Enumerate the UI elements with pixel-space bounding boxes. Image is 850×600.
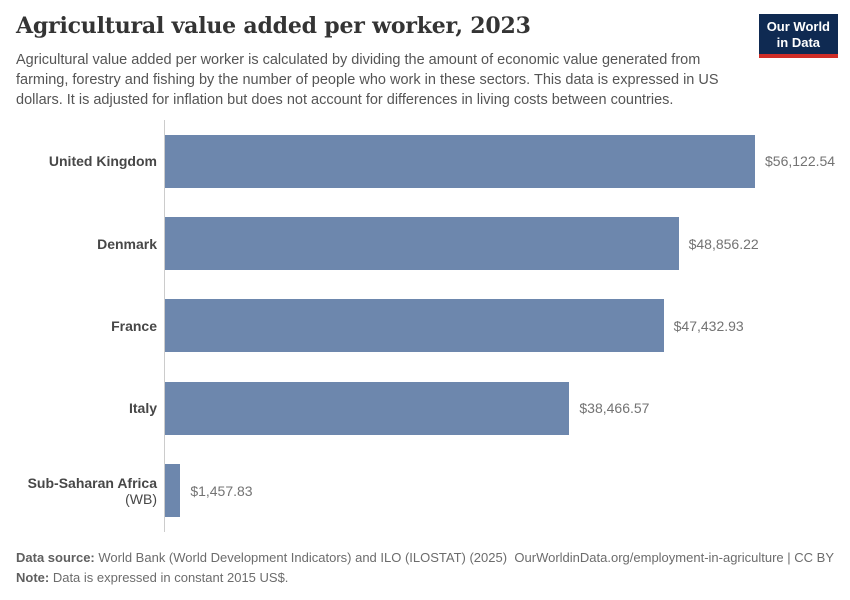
category-label: France (0, 318, 164, 334)
bar-chart-rows: United Kingdom $56,122.54 Denmark $48,856.2… (0, 120, 850, 532)
bar-track: $1,457.83 (164, 449, 850, 532)
bar-row: United Kingdom $56,122.54 (0, 120, 850, 203)
chart-footer: Data source: World Bank (World Developme… (16, 548, 834, 588)
data-source-label: Data source: (16, 550, 95, 565)
entity-name: United Kingdom (48, 153, 157, 170)
bar-row: Denmark $48,856.22 (0, 202, 850, 285)
data-source-line: Data source: World Bank (World Developme… (16, 548, 834, 568)
owid-logo-line2: in Data (776, 34, 821, 50)
bar-chart: United Kingdom $56,122.54 Denmark $48,856.2… (0, 120, 850, 532)
bar-track: $48,856.22 (164, 202, 850, 285)
category-label: Sub-Saharan Africa (WB) (0, 475, 164, 507)
bar-row: Italy $38,466.57 (0, 367, 850, 450)
owid-citation-link[interactable]: OurWorldinData.org/employment-in-agricul… (514, 550, 834, 565)
category-label: Italy (0, 400, 164, 416)
chart-subtitle: Agricultural value added per worker is c… (16, 52, 719, 108)
bar[interactable] (165, 134, 755, 188)
value-label: $1,457.83 (190, 482, 253, 499)
value-label: $56,122.54 (765, 153, 836, 170)
data-source-text: World Bank (World Development Indicators… (94, 550, 508, 565)
bar[interactable] (165, 217, 679, 271)
bar[interactable] (165, 381, 570, 435)
note-line: Note: Data is expressed in constant 2015… (16, 568, 834, 588)
category-label: United Kingdom (0, 153, 164, 169)
bar[interactable] (165, 299, 664, 353)
value-label: $48,856.22 (688, 235, 759, 252)
owid-logo[interactable]: Our World in Data (758, 14, 838, 59)
category-label: Denmark (0, 236, 164, 252)
bar-row: Sub-Saharan Africa (WB) $1,457.83 (0, 449, 850, 532)
chart-title: Agricultural value added per worker, 202… (16, 13, 531, 39)
bar[interactable] (165, 464, 181, 518)
bar-track: $56,122.54 (164, 120, 850, 203)
entity-name: France (111, 317, 157, 334)
bar-track: $38,466.57 (164, 367, 850, 450)
value-label: $47,432.93 (673, 317, 744, 334)
entity-name: Denmark (97, 235, 157, 252)
entity-suffix: (WB) (125, 490, 157, 507)
bar-row: France $47,432.93 (0, 284, 850, 368)
note-label: Note: (16, 570, 50, 585)
value-label: $38,466.57 (579, 400, 650, 417)
note-text: Data is expressed in constant 2015 US$. (49, 570, 289, 585)
entity-name: Sub-Saharan Africa (27, 474, 157, 491)
owid-logo-line1: Our World (766, 19, 830, 34)
bar-track: $47,432.93 (164, 284, 850, 368)
entity-name: Italy (128, 400, 157, 417)
